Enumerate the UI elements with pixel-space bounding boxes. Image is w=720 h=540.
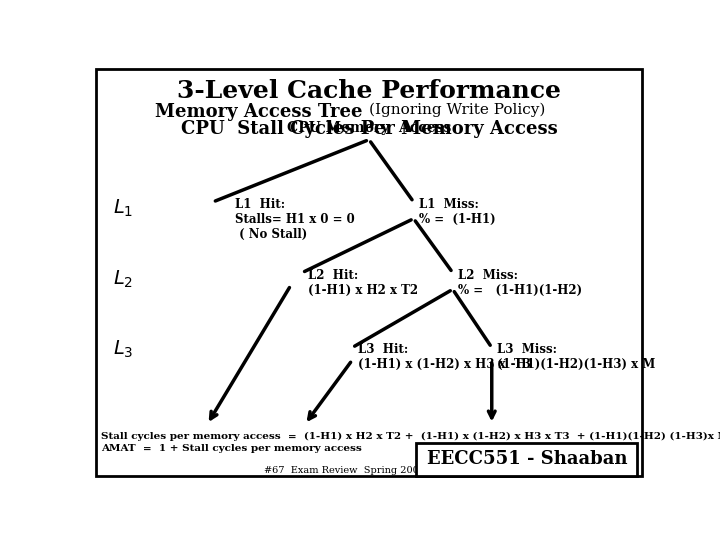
Text: Memory Access Tree: Memory Access Tree	[156, 103, 369, 121]
FancyBboxPatch shape	[96, 69, 642, 476]
Text: L1  Miss:
% =  (1-H1): L1 Miss: % = (1-H1)	[419, 198, 496, 226]
Text: $L_1$: $L_1$	[113, 198, 134, 219]
Text: L3  Miss:
(1-H1)(1-H2)(1-H3) x M: L3 Miss: (1-H1)(1-H2)(1-H3) x M	[498, 343, 656, 372]
Text: L2  Hit:
(1-H1) x H2 x T2: L2 Hit: (1-H1) x H2 x T2	[307, 268, 418, 296]
Text: (Ignoring Write Policy): (Ignoring Write Policy)	[369, 103, 545, 117]
Text: CPU  Stall Cycles Per Memory Access: CPU Stall Cycles Per Memory Access	[181, 120, 557, 138]
Text: #67  Exam Review  Spring 2004  5-5-2004: #67 Exam Review Spring 2004 5-5-2004	[264, 466, 474, 475]
Text: L3  Hit:
(1-H1) x (1-H2) x H3 x  T3: L3 Hit: (1-H1) x (1-H2) x H3 x T3	[358, 343, 531, 372]
Text: L1  Hit:
Stalls= H1 x 0 = 0
 ( No Stall): L1 Hit: Stalls= H1 x 0 = 0 ( No Stall)	[235, 198, 355, 241]
Text: L2  Miss:
% =   (1-H1)(1-H2): L2 Miss: % = (1-H1)(1-H2)	[459, 268, 582, 296]
FancyBboxPatch shape	[416, 443, 637, 476]
Text: CPU Memory  Access: CPU Memory Access	[287, 122, 451, 136]
Text: 3-Level Cache Performance: 3-Level Cache Performance	[177, 79, 561, 103]
Text: Stall cycles per memory access  =  (1-H1) x H2 x T2 +  (1-H1) x (1-H2) x H3 x T3: Stall cycles per memory access = (1-H1) …	[101, 431, 720, 441]
Text: $L_2$: $L_2$	[114, 268, 133, 289]
Text: EECC551 - Shaaban: EECC551 - Shaaban	[427, 450, 627, 468]
Text: AMAT  =  1 + Stall cycles per memory access: AMAT = 1 + Stall cycles per memory acces…	[101, 444, 362, 453]
Text: $L_3$: $L_3$	[113, 339, 134, 360]
